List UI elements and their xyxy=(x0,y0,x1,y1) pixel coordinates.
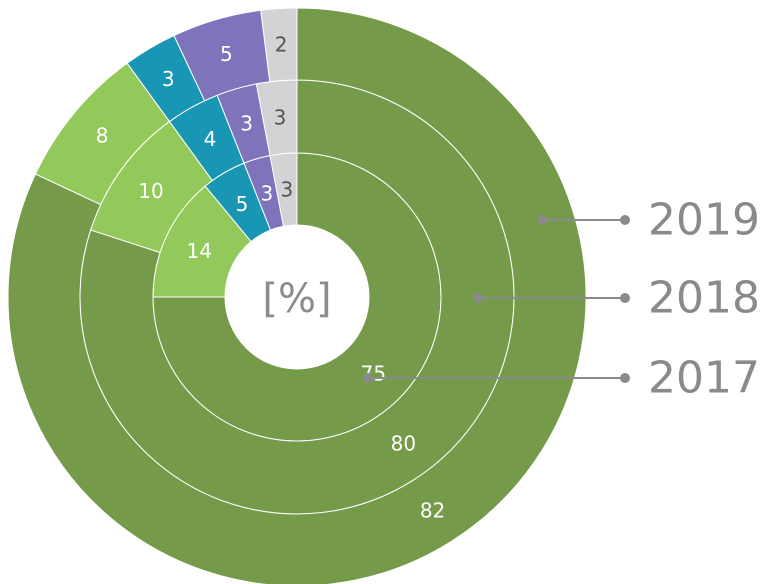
callout-dot-start-2018 xyxy=(473,293,483,303)
segment-label-2018-2: 10 xyxy=(138,179,163,203)
segment-label-2019-2: 8 xyxy=(96,124,109,148)
segment-label-2017-4: 3 xyxy=(261,181,274,205)
callout-dot-end-2018 xyxy=(620,293,630,303)
center-label: [%] xyxy=(262,276,331,322)
callout-dot-end-2019 xyxy=(620,215,630,225)
segment-label-2018-5: 3 xyxy=(274,105,287,129)
year-label-2019: 2019 xyxy=(648,195,760,246)
segment-label-2018-4: 3 xyxy=(240,112,253,136)
segment-label-2019-3: 3 xyxy=(162,67,175,91)
segment-label-2018-1: 80 xyxy=(391,431,416,455)
segment-2019-1 xyxy=(7,7,587,584)
year-label-2018: 2018 xyxy=(648,273,760,324)
segment-label-2019-1: 82 xyxy=(420,499,445,523)
segment-label-2019-4: 5 xyxy=(220,42,233,66)
segment-label-2017-2: 14 xyxy=(187,239,212,263)
segment-label-2017-1: 75 xyxy=(361,361,386,385)
segment-label-2017-3: 5 xyxy=(236,192,249,216)
segment-label-2019-5: 2 xyxy=(275,32,288,56)
segment-label-2018-3: 4 xyxy=(204,127,217,151)
segment-2019-5 xyxy=(260,7,298,83)
callout-dot-start-2019 xyxy=(537,215,547,225)
callout-dot-start-2017 xyxy=(363,373,373,383)
year-label-2017: 2017 xyxy=(648,353,760,404)
segment-label-2017-5: 3 xyxy=(280,177,293,201)
callout-dot-end-2017 xyxy=(620,373,630,383)
